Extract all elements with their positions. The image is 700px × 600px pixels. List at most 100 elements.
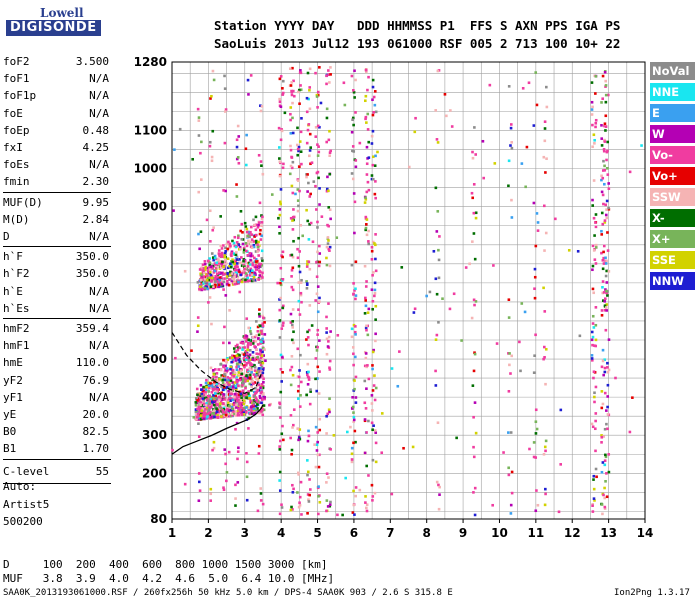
echo-point: [606, 383, 610, 387]
echo-point: [204, 388, 208, 391]
echo-point: [314, 465, 318, 469]
echo-point: [364, 198, 368, 201]
echo-point: [237, 413, 241, 417]
echo-point: [353, 379, 356, 382]
echo-point: [234, 350, 238, 353]
echo-point: [250, 271, 254, 274]
polarization-legend: NoVal NNE E W Vo- Vo+ SSW X- X+ SSE NNW: [650, 62, 695, 293]
echo-point: [246, 234, 250, 238]
echo-point: [371, 409, 374, 412]
echo-point: [242, 259, 245, 263]
echo-point: [258, 201, 262, 205]
echo-point: [242, 372, 246, 376]
echo-point: [201, 416, 204, 419]
echo-point: [243, 336, 246, 339]
echo-point: [194, 401, 198, 404]
echo-point: [254, 268, 258, 271]
echo-point: [199, 285, 202, 289]
echo-point: [436, 421, 440, 425]
param-value: N/A: [89, 284, 109, 298]
echo-point: [297, 471, 300, 475]
echo-point: [292, 330, 295, 334]
echo-point: [229, 365, 233, 369]
echo-point: [221, 381, 225, 385]
echo-point: [305, 338, 308, 341]
echo-point: [328, 366, 331, 370]
echo-point: [222, 486, 225, 490]
echo-point: [209, 280, 213, 283]
echo-point: [602, 435, 606, 438]
echo-point: [353, 231, 356, 235]
echo-point: [209, 385, 213, 389]
echo-point: [291, 255, 295, 259]
echo-point: [260, 224, 263, 227]
echo-point: [200, 409, 204, 413]
echo-point: [224, 294, 228, 297]
echo-point: [220, 407, 224, 411]
echo-point: [206, 287, 209, 291]
echo-point: [234, 497, 237, 500]
echo-point: [252, 373, 256, 376]
echo-point: [281, 91, 285, 95]
echo-point: [327, 408, 331, 411]
echo-point: [237, 135, 241, 138]
echo-point: [317, 485, 320, 488]
echo-point: [254, 228, 258, 232]
echo-point: [202, 402, 206, 406]
echo-point: [257, 383, 261, 387]
echo-point: [217, 262, 221, 265]
echo-point: [213, 387, 217, 391]
echo-point: [244, 362, 247, 366]
echo-point: [352, 503, 356, 507]
echo-point: [194, 403, 198, 407]
echo-point: [373, 294, 376, 298]
echo-point: [235, 157, 239, 161]
echo-point: [261, 368, 265, 371]
echo-point: [370, 245, 374, 249]
echo-point: [228, 309, 231, 312]
echo-point: [328, 129, 331, 133]
echo-point: [223, 260, 226, 264]
echo-point: [214, 400, 218, 404]
echo-point: [316, 250, 319, 254]
echo-point: [367, 188, 371, 192]
echo-point: [371, 495, 375, 498]
echo-point: [262, 404, 266, 407]
echo-point: [204, 413, 208, 417]
echo-point: [290, 323, 294, 327]
echo-point: [372, 95, 376, 99]
echo-point: [222, 365, 225, 369]
echo-point: [318, 187, 321, 190]
echo-point: [305, 280, 308, 283]
echo-point: [278, 470, 282, 474]
echo-point: [364, 296, 367, 300]
echo-point: [222, 265, 225, 268]
echo-point: [191, 157, 194, 161]
echo-point: [224, 250, 227, 253]
echo-point: [296, 247, 299, 251]
echo-point: [367, 240, 370, 243]
echo-point: [292, 239, 295, 243]
echo-point: [282, 304, 285, 308]
echo-point: [249, 339, 253, 342]
echo-point: [374, 243, 377, 247]
echo-point: [245, 356, 249, 359]
echo-point: [327, 206, 331, 209]
echo-point: [237, 268, 241, 272]
echo-point: [249, 365, 253, 369]
echo-point: [543, 345, 546, 349]
echo-point: [220, 282, 224, 286]
echo-point: [238, 290, 242, 294]
echo-point: [542, 204, 546, 208]
echo-point: [535, 489, 538, 492]
echo-point: [317, 145, 320, 148]
echo-point: [351, 511, 355, 514]
echo-point: [296, 126, 299, 130]
echo-point: [246, 268, 250, 272]
echo-point: [249, 401, 253, 404]
echo-point: [603, 70, 607, 74]
echo-point: [327, 247, 331, 251]
echo-point: [473, 352, 477, 356]
echo-point: [281, 324, 285, 327]
echo-point: [374, 304, 378, 308]
